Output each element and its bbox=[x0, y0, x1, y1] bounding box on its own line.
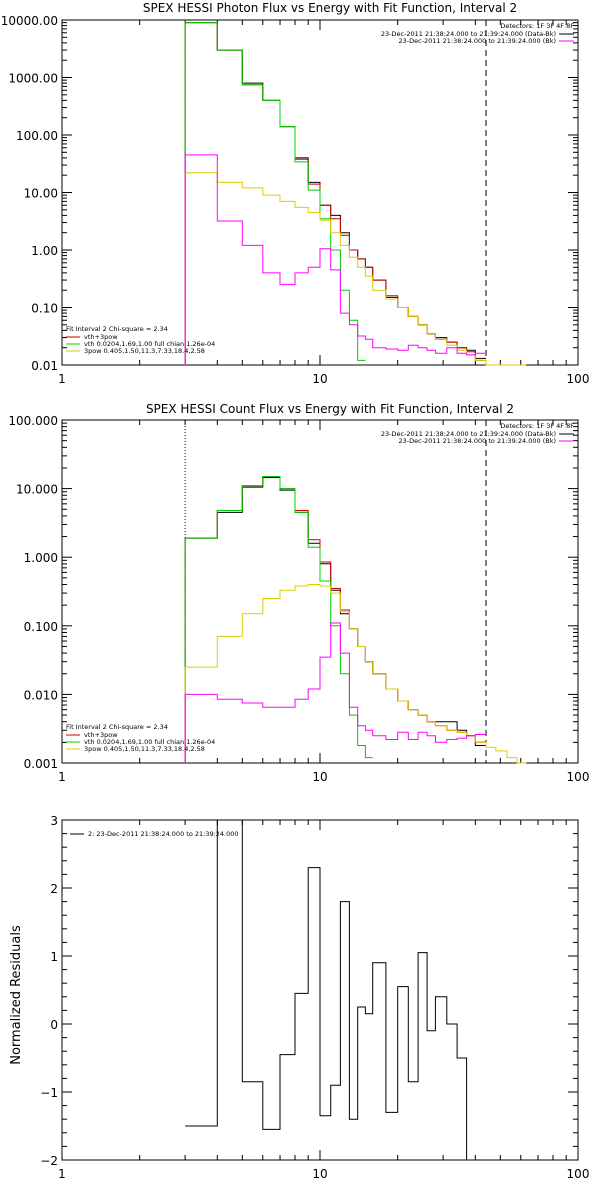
series-line bbox=[184, 476, 373, 763]
y-tick-label: 100.00 bbox=[16, 129, 58, 143]
y-tick-label: 10.00 bbox=[24, 187, 58, 201]
y-tick-label: 1.00 bbox=[31, 244, 58, 258]
series-line bbox=[184, 476, 486, 763]
legend-entry-label: 23-Dec-2011 21:38:24.000 to 21:39:24.000… bbox=[381, 30, 556, 38]
chart-title: SPEX HESSI Count Flux vs Energy with Fit… bbox=[146, 402, 514, 416]
x-tick-label: 100 bbox=[567, 372, 590, 386]
series-line bbox=[184, 154, 486, 365]
residuals-chart: Normalized Residuals 1 10 100 −2 −1 0 1 2 3 2: 23… bbox=[9, 814, 589, 1181]
count-flux-chart: SPEX HESSI Count Flux vs Energy with Fit… bbox=[8, 402, 589, 784]
legend-entry-label: 23-Dec-2011 21:38:24.000 to 21:39:24.000… bbox=[381, 430, 556, 438]
x-tick-label: 10 bbox=[312, 1167, 327, 1181]
series-line bbox=[184, 22, 486, 365]
x-tick-label: 1 bbox=[58, 372, 66, 386]
x-tick-label: 10 bbox=[312, 372, 327, 386]
y-tick-label: 1000.00 bbox=[8, 72, 58, 86]
legend-entry-label: 3pow 0.405,1.50,11.3,7.33,18.4,2.58 bbox=[84, 745, 205, 753]
photon-flux-chart: SPEX HESSI Photon Flux vs Energy with Fi… bbox=[1, 1, 590, 386]
legend-entry-label: 23-Dec-2011 21:38:24.000 to 21:39:24.000… bbox=[399, 37, 557, 45]
legend-entry-label: vth 0.0204,1.69,1.00 full chian 1.26e-04 bbox=[84, 340, 215, 348]
legend-entry-label: vth 0.0204,1.69,1.00 full chian 1.26e-04 bbox=[84, 738, 215, 746]
x-tick-label: 1 bbox=[58, 1167, 66, 1181]
plot-frame bbox=[61, 419, 579, 764]
x-tick-label: 10 bbox=[312, 770, 327, 784]
y-tick-label: 2 bbox=[50, 882, 58, 896]
legend-header: Detectors: 1F 3F 4F 8F bbox=[500, 422, 574, 430]
series-line bbox=[185, 819, 468, 1160]
y-tick-label: 0.100 bbox=[24, 620, 58, 634]
y-tick-label: 1.000 bbox=[24, 551, 58, 565]
y-tick-label: 10000.00 bbox=[1, 14, 58, 28]
chart-title: SPEX HESSI Photon Flux vs Energy with Fi… bbox=[143, 1, 517, 15]
y-tick-label: 1 bbox=[50, 950, 58, 964]
y-tick-label: 0.01 bbox=[31, 359, 58, 373]
series-line bbox=[184, 477, 486, 763]
y-tick-label: −1 bbox=[40, 1086, 58, 1100]
legend-entry-label: 3pow 0.405,1.50,11.3,7.33,18.4,2.58 bbox=[84, 347, 205, 355]
y-tick-label: 0.001 bbox=[24, 757, 58, 771]
legend-header: Fit Interval 2 Chi-square = 2.34 bbox=[66, 325, 168, 333]
legend-entry-label: vth+3pow bbox=[84, 731, 118, 739]
x-tick-label: 100 bbox=[567, 1167, 590, 1181]
y-tick-label: −2 bbox=[40, 1154, 58, 1168]
x-tick-label: 1 bbox=[58, 770, 66, 784]
x-tick-label: 100 bbox=[567, 770, 590, 784]
y-tick-label: 0.010 bbox=[24, 688, 58, 702]
legend-entry-label: 2: 23-Dec-2011 21:38:24.000 to 21:39:24.… bbox=[88, 830, 239, 838]
y-tick-label: 3 bbox=[50, 814, 58, 828]
legend-entry-label: vth+3pow bbox=[84, 333, 118, 341]
series-line bbox=[184, 172, 527, 366]
series-line bbox=[184, 22, 366, 365]
y-tick-label: 0.10 bbox=[31, 302, 58, 316]
y-tick-label: 10.000 bbox=[16, 483, 58, 497]
series-line bbox=[184, 584, 527, 764]
legend-header: Fit Interval 2 Chi-square = 2.34 bbox=[66, 723, 168, 731]
y-axis-label: Normalized Residuals bbox=[9, 925, 24, 1065]
series-line bbox=[184, 622, 486, 763]
legend-header: Detectors: 1F 3F 4F 8F bbox=[500, 22, 574, 30]
y-tick-label: 0 bbox=[50, 1018, 58, 1032]
legend-entry-label: 23-Dec-2011 21:38:24.000 to 21:39:24.000… bbox=[399, 437, 557, 445]
series-line bbox=[184, 22, 486, 365]
y-tick-label: 100.000 bbox=[8, 414, 58, 428]
